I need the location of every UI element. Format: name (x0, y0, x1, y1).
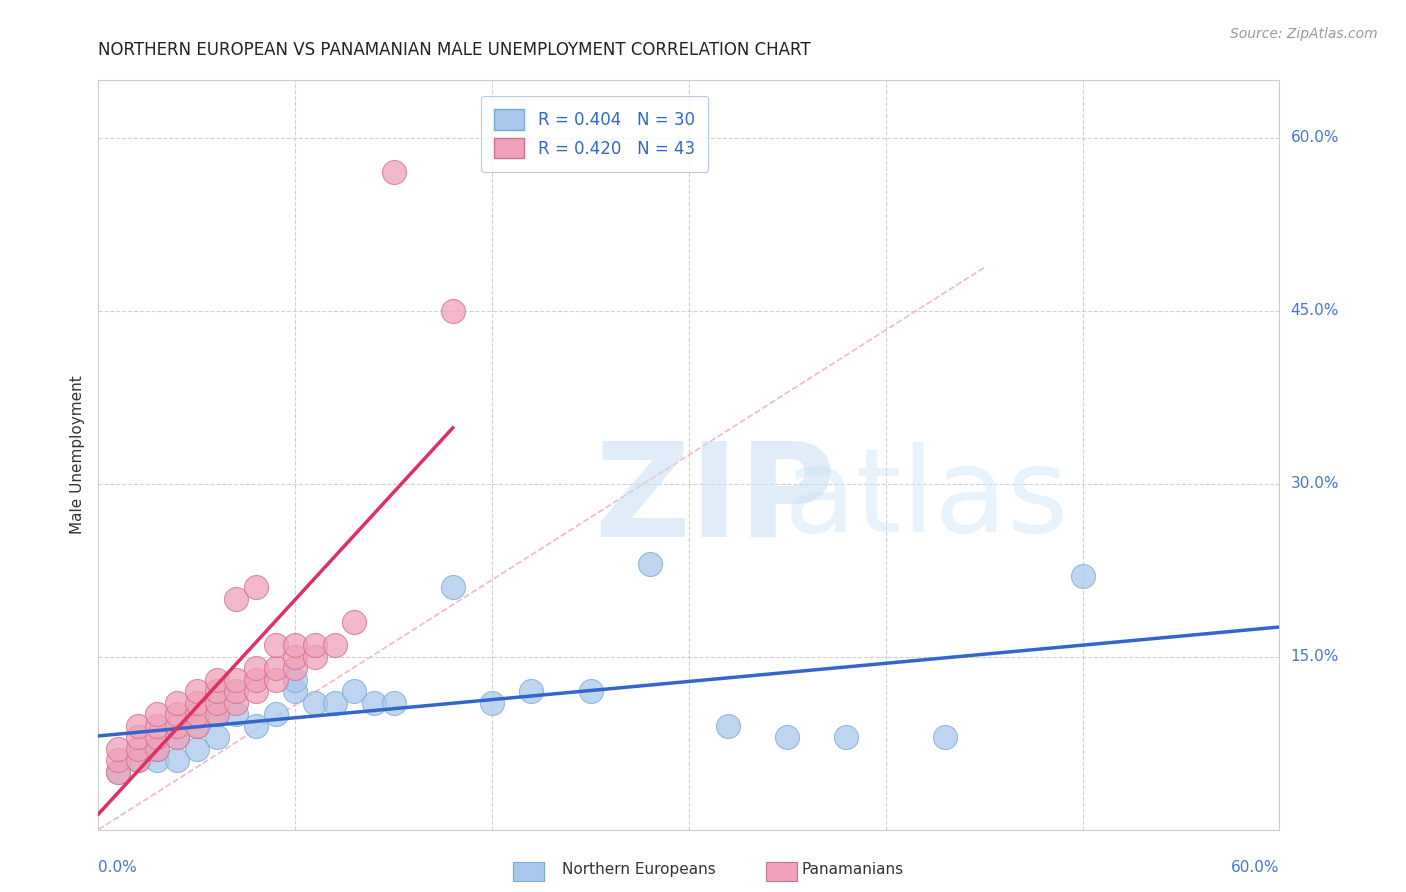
Point (107, 764, 129, 779)
Point (343, 684, 366, 698)
Point (186, 719, 208, 733)
Point (225, 592, 247, 607)
Point (205, 684, 228, 698)
Point (579, 684, 602, 698)
Point (225, 696, 247, 710)
Point (146, 742, 169, 756)
Point (186, 719, 208, 733)
Point (1071, 569, 1094, 583)
Point (481, 696, 503, 710)
Legend: R = 0.404   N = 30, R = 0.420   N = 43: R = 0.404 N = 30, R = 0.420 N = 43 (481, 96, 709, 172)
Point (146, 753, 169, 767)
Text: Panamanians: Panamanians (801, 863, 904, 877)
Point (638, 558, 661, 572)
Text: Source: ZipAtlas.com: Source: ZipAtlas.com (1230, 27, 1378, 41)
Point (520, 684, 543, 698)
Point (107, 742, 129, 756)
Y-axis label: Male Unemployment: Male Unemployment (69, 376, 84, 534)
Text: 30.0%: 30.0% (1291, 476, 1339, 491)
Point (166, 731, 188, 745)
Point (166, 696, 188, 710)
Point (284, 673, 307, 687)
Point (166, 731, 188, 745)
Point (127, 719, 149, 733)
Text: 60.0%: 60.0% (1291, 130, 1339, 145)
Point (107, 764, 129, 779)
Point (304, 638, 326, 652)
Point (382, 696, 405, 710)
Point (245, 684, 267, 698)
Point (166, 707, 188, 722)
Point (186, 707, 208, 722)
Point (166, 753, 188, 767)
Point (323, 696, 346, 710)
Point (264, 707, 287, 722)
Point (166, 719, 188, 733)
Point (441, 303, 464, 318)
Point (205, 673, 228, 687)
Point (146, 719, 169, 733)
Point (127, 753, 149, 767)
Point (934, 731, 956, 745)
Point (225, 684, 247, 698)
Point (835, 731, 858, 745)
Point (245, 673, 267, 687)
Point (382, 165, 405, 179)
Point (323, 638, 346, 652)
Point (186, 684, 208, 698)
Point (304, 649, 326, 664)
Point (363, 696, 385, 710)
Text: 45.0%: 45.0% (1291, 303, 1339, 318)
Point (205, 731, 228, 745)
Point (776, 731, 799, 745)
Point (146, 731, 169, 745)
Point (284, 649, 307, 664)
Text: 0.0%: 0.0% (98, 860, 138, 875)
Point (205, 696, 228, 710)
Point (107, 753, 129, 767)
Text: 15.0%: 15.0% (1291, 649, 1339, 665)
Point (304, 696, 326, 710)
Point (245, 661, 267, 675)
Point (146, 742, 169, 756)
Point (284, 638, 307, 652)
Point (343, 615, 366, 629)
Point (186, 742, 208, 756)
Point (284, 661, 307, 675)
Point (205, 707, 228, 722)
Text: ZIP: ZIP (595, 436, 837, 564)
Text: NORTHERN EUROPEAN VS PANAMANIAN MALE UNEMPLOYMENT CORRELATION CHART: NORTHERN EUROPEAN VS PANAMANIAN MALE UNE… (98, 41, 811, 59)
Point (264, 673, 287, 687)
Point (264, 638, 287, 652)
Point (146, 707, 169, 722)
Point (717, 719, 740, 733)
Point (284, 684, 307, 698)
Text: Northern Europeans: Northern Europeans (562, 863, 716, 877)
Point (127, 753, 149, 767)
Point (225, 673, 247, 687)
Point (127, 742, 149, 756)
Text: atlas: atlas (783, 442, 1069, 558)
Point (245, 581, 267, 595)
Point (441, 581, 464, 595)
Point (186, 696, 208, 710)
Point (264, 661, 287, 675)
Text: 60.0%: 60.0% (1232, 860, 1279, 875)
Point (225, 707, 247, 722)
Point (245, 719, 267, 733)
Point (205, 707, 228, 722)
Point (127, 731, 149, 745)
